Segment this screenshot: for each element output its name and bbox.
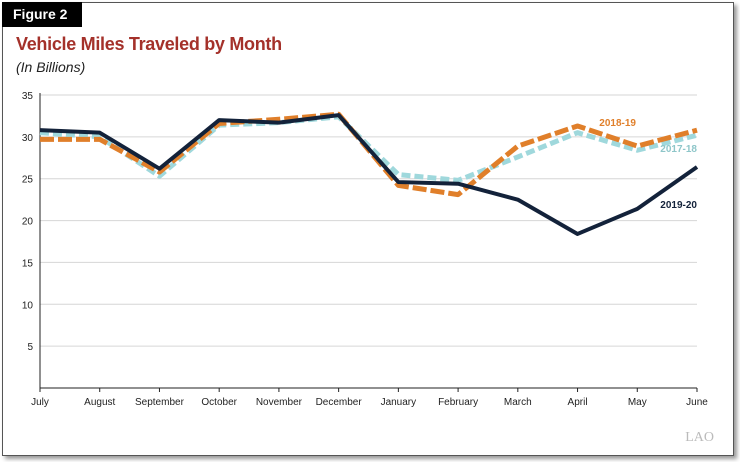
x-tick-label: February	[438, 397, 478, 408]
x-tick-label: August	[84, 397, 115, 408]
series-line-2019-20	[39, 113, 699, 236]
x-tick-label: March	[504, 397, 532, 408]
x-tick-label: July	[31, 397, 49, 408]
x-tick-label: December	[316, 397, 363, 408]
y-tick-label: 25	[22, 175, 34, 186]
y-tick-label: 5	[27, 342, 33, 353]
figure-frame	[2, 2, 734, 456]
x-tick-label: November	[256, 397, 303, 408]
series-label: 2019-20	[660, 200, 697, 211]
y-tick-label: 20	[22, 217, 34, 228]
x-tick-label: January	[381, 397, 417, 408]
y-tick-label: 30	[22, 133, 34, 144]
x-tick-label: April	[568, 397, 588, 408]
x-tick-label: May	[628, 397, 647, 408]
lao-logo: LAO	[685, 430, 714, 445]
chart-subtitle: (In Billions)	[16, 59, 86, 75]
x-tick-label: September	[135, 397, 185, 408]
x-tick-label: June	[686, 397, 708, 408]
x-tick-label: October	[201, 397, 237, 408]
chart-title: Vehicle Miles Traveled by Month	[16, 34, 282, 54]
y-tick-label: 10	[22, 300, 34, 311]
series-label: 2018-19	[599, 118, 636, 129]
y-tick-label: 15	[22, 258, 34, 269]
y-tick-label: 35	[22, 91, 34, 102]
figure-label: Figure 2	[2, 2, 82, 27]
series-label: 2017-18	[660, 144, 697, 155]
